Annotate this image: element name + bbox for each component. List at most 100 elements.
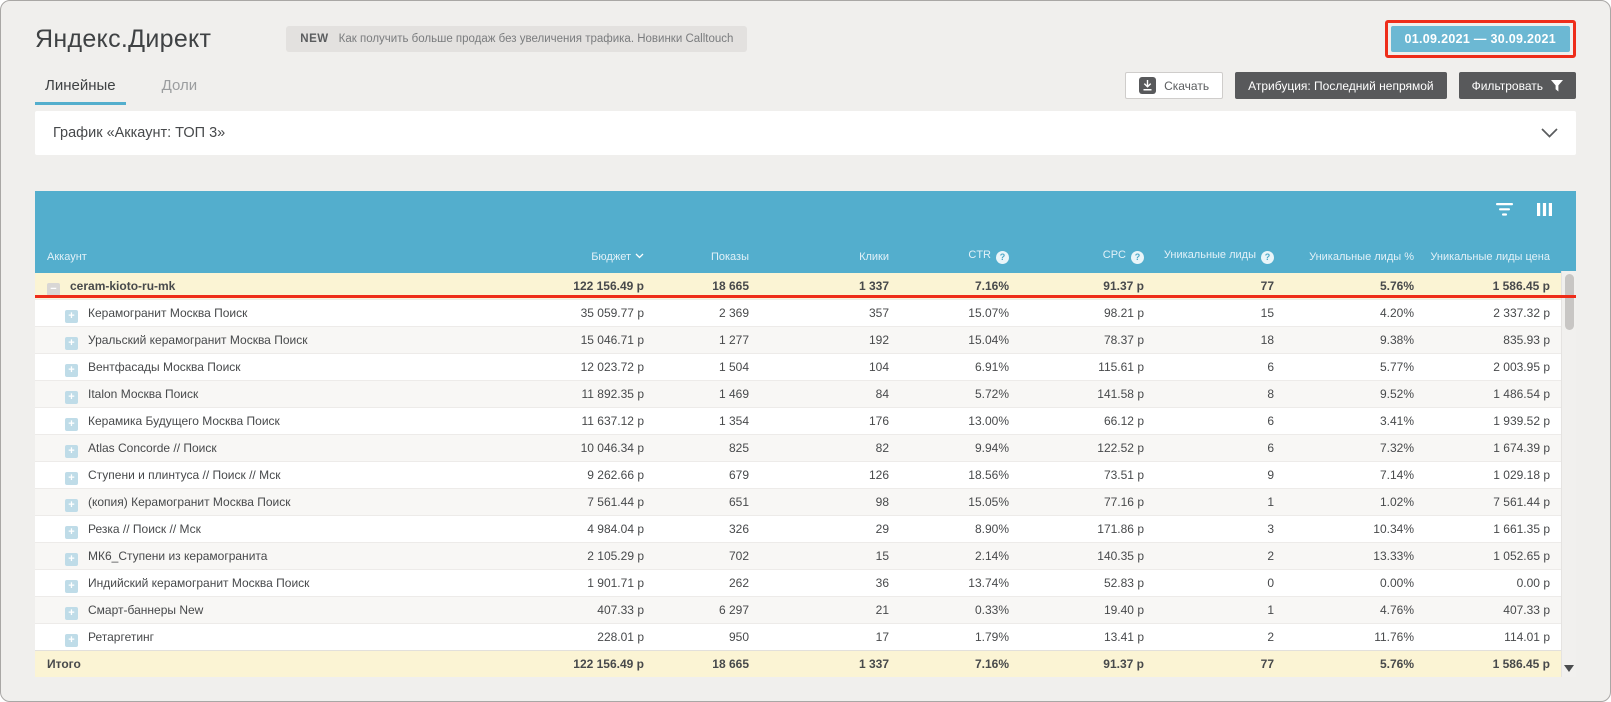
ctr-cell: 13.74%	[899, 569, 1019, 597]
leads-cell: 0	[1154, 569, 1284, 597]
campaign-name: Керамогранит Москва Поиск	[88, 306, 248, 320]
promo-banner[interactable]: NEW Как получить больше продаж без увели…	[286, 26, 748, 52]
shows-cell: 1 354	[654, 407, 759, 435]
help-icon[interactable]: ?	[996, 251, 1009, 264]
shows-cell: 950	[654, 623, 759, 651]
sort-chevron-icon	[635, 253, 644, 259]
lead-price-cell: 1 486.54 р	[1424, 380, 1576, 408]
help-icon[interactable]: ?	[1261, 251, 1274, 264]
col-cpc[interactable]: CPC?	[1019, 227, 1154, 273]
attribution-button[interactable]: Атрибуция: Последний непрямой	[1235, 72, 1447, 99]
col-ctr[interactable]: CTR?	[899, 227, 1019, 273]
accounts-table: Аккаунт Бюджет Показы Клики CTR? CPC? Ун…	[35, 227, 1576, 677]
col-unique-leads[interactable]: Уникальные лиды?	[1154, 227, 1284, 273]
cpc-cell: 91.37 р	[1019, 650, 1154, 677]
campaign-row[interactable]: + Керамогранит Москва Поиск 35 059.77 р 2…	[35, 299, 1576, 327]
ctr-cell: 8.90%	[899, 515, 1019, 543]
scroll-down-arrow-icon[interactable]	[1564, 665, 1574, 672]
tab-doli[interactable]: Доли	[161, 77, 198, 94]
clicks-cell: 126	[759, 461, 899, 489]
clicks-cell: 84	[759, 380, 899, 408]
campaign-row[interactable]: + Уральский керамогранит Москва Поиск 15 …	[35, 326, 1576, 354]
ctr-cell: 1.79%	[899, 623, 1019, 651]
expand-plus-icon[interactable]: +	[65, 310, 78, 323]
col-account[interactable]: Аккаунт	[35, 227, 514, 273]
campaign-name: (копия) Керамогранит Москва Поиск	[88, 495, 291, 509]
leads-cell: 6	[1154, 407, 1284, 435]
campaign-row[interactable]: + Смарт-баннеры New 407.33 р 6 297 21 0.3…	[35, 596, 1576, 624]
table-scrollbar[interactable]	[1561, 271, 1576, 677]
lead-price-cell: 1 586.45 р	[1424, 650, 1576, 677]
col-clicks[interactable]: Клики	[759, 227, 899, 273]
campaign-row[interactable]: + Вентфасады Москва Поиск 12 023.72 р 1 5…	[35, 353, 1576, 381]
campaign-row[interactable]: + Резка // Поиск // Мск 4 984.04 р 326 29…	[35, 515, 1576, 543]
ctr-cell: 5.72%	[899, 380, 1019, 408]
tab-lineynye[interactable]: Линейные	[35, 77, 126, 105]
chart-panel-header[interactable]: График «Аккаунт: ТОП 3»	[35, 111, 1576, 155]
expand-plus-icon[interactable]: +	[65, 418, 78, 431]
expand-plus-icon[interactable]: +	[65, 580, 78, 593]
ctr-cell: 7.16%	[899, 650, 1019, 677]
campaign-row[interactable]: + Italon Москва Поиск 11 892.35 р 1 469 8…	[35, 380, 1576, 408]
expand-plus-icon[interactable]: +	[65, 445, 78, 458]
leads-pct-cell: 11.76%	[1284, 623, 1424, 651]
promo-text: Как получить больше продаж без увеличени…	[338, 33, 734, 45]
cpc-cell: 77.16 р	[1019, 488, 1154, 516]
download-button[interactable]: Скачать	[1125, 72, 1224, 99]
chevron-down-icon[interactable]	[1541, 128, 1558, 138]
shows-cell: 6 297	[654, 596, 759, 624]
campaign-row[interactable]: + (копия) Керамогранит Москва Поиск 7 561…	[35, 488, 1576, 516]
expand-plus-icon[interactable]: +	[65, 364, 78, 377]
col-unique-leads-price[interactable]: Уникальные лиды цена	[1424, 227, 1576, 273]
campaign-name: Italon Москва Поиск	[88, 387, 199, 401]
filter-rows-icon[interactable]	[1496, 202, 1513, 216]
expand-plus-icon[interactable]: +	[65, 472, 78, 485]
col-budget[interactable]: Бюджет	[514, 227, 654, 273]
campaign-row[interactable]: + Индийский керамогранит Москва Поиск 1 9…	[35, 569, 1576, 597]
collapse-minus-icon[interactable]: −	[47, 283, 60, 296]
budget-cell: 9 262.66 р	[514, 461, 654, 489]
col-unique-leads-pct[interactable]: Уникальные лиды %	[1284, 227, 1424, 273]
clicks-cell: 17	[759, 623, 899, 651]
date-range-picker[interactable]: 01.09.2021 — 30.09.2021	[1390, 26, 1570, 52]
leads-pct-cell: 7.14%	[1284, 461, 1424, 489]
campaign-row[interactable]: + Ретаргетинг 228.01 р 950 17 1.79% 13.41…	[35, 623, 1576, 651]
cpc-cell: 19.40 р	[1019, 596, 1154, 624]
leads-cell: 1	[1154, 488, 1284, 516]
columns-settings-icon[interactable]	[1537, 202, 1552, 216]
lead-price-cell: 0.00 р	[1424, 569, 1576, 597]
lead-price-cell: 2 003.95 р	[1424, 353, 1576, 381]
leads-cell: 3	[1154, 515, 1284, 543]
campaign-row[interactable]: + Керамика Будущего Москва Поиск 11 637.1…	[35, 407, 1576, 435]
shows-cell: 1 504	[654, 353, 759, 381]
expand-plus-icon[interactable]: +	[65, 607, 78, 620]
leads-cell: 77	[1154, 650, 1284, 677]
clicks-cell: 104	[759, 353, 899, 381]
scrollbar-thumb[interactable]	[1565, 274, 1574, 330]
expand-plus-icon[interactable]: +	[65, 526, 78, 539]
budget-cell: 10 046.34 р	[514, 434, 654, 462]
leads-pct-cell: 5.76%	[1284, 650, 1424, 677]
col-shows[interactable]: Показы	[654, 227, 759, 273]
clicks-cell: 176	[759, 407, 899, 435]
help-icon[interactable]: ?	[1131, 251, 1144, 264]
campaign-name: Уральский керамогранит Москва Поиск	[88, 333, 308, 347]
campaign-name: Atlas Concorde // Поиск	[88, 441, 217, 455]
expand-plus-icon[interactable]: +	[65, 391, 78, 404]
expand-plus-icon[interactable]: +	[65, 634, 78, 647]
leads-cell: 2	[1154, 542, 1284, 570]
expand-plus-icon[interactable]: +	[65, 553, 78, 566]
campaign-row[interactable]: + МК6_Ступени из керамогранита 2 105.29 р…	[35, 542, 1576, 570]
leads-cell: 6	[1154, 434, 1284, 462]
page-title: Яндекс.Директ	[35, 24, 212, 53]
budget-cell: 35 059.77 р	[514, 299, 654, 327]
campaign-row[interactable]: + Ступени и плинтуса // Поиск // Мск 9 26…	[35, 461, 1576, 489]
filter-button[interactable]: Фильтровать	[1458, 72, 1576, 99]
expand-plus-icon[interactable]: +	[65, 499, 78, 512]
expand-plus-icon[interactable]: +	[65, 337, 78, 350]
campaign-name: Керамика Будущего Москва Поиск	[88, 414, 280, 428]
campaign-row[interactable]: + Atlas Concorde // Поиск 10 046.34 р 825…	[35, 434, 1576, 462]
lead-price-cell: 1 661.35 р	[1424, 515, 1576, 543]
account-row[interactable]: − ceram-kioto-ru-mk 122 156.49 р 18 665 1…	[35, 273, 1576, 300]
leads-pct-cell: 10.34%	[1284, 515, 1424, 543]
